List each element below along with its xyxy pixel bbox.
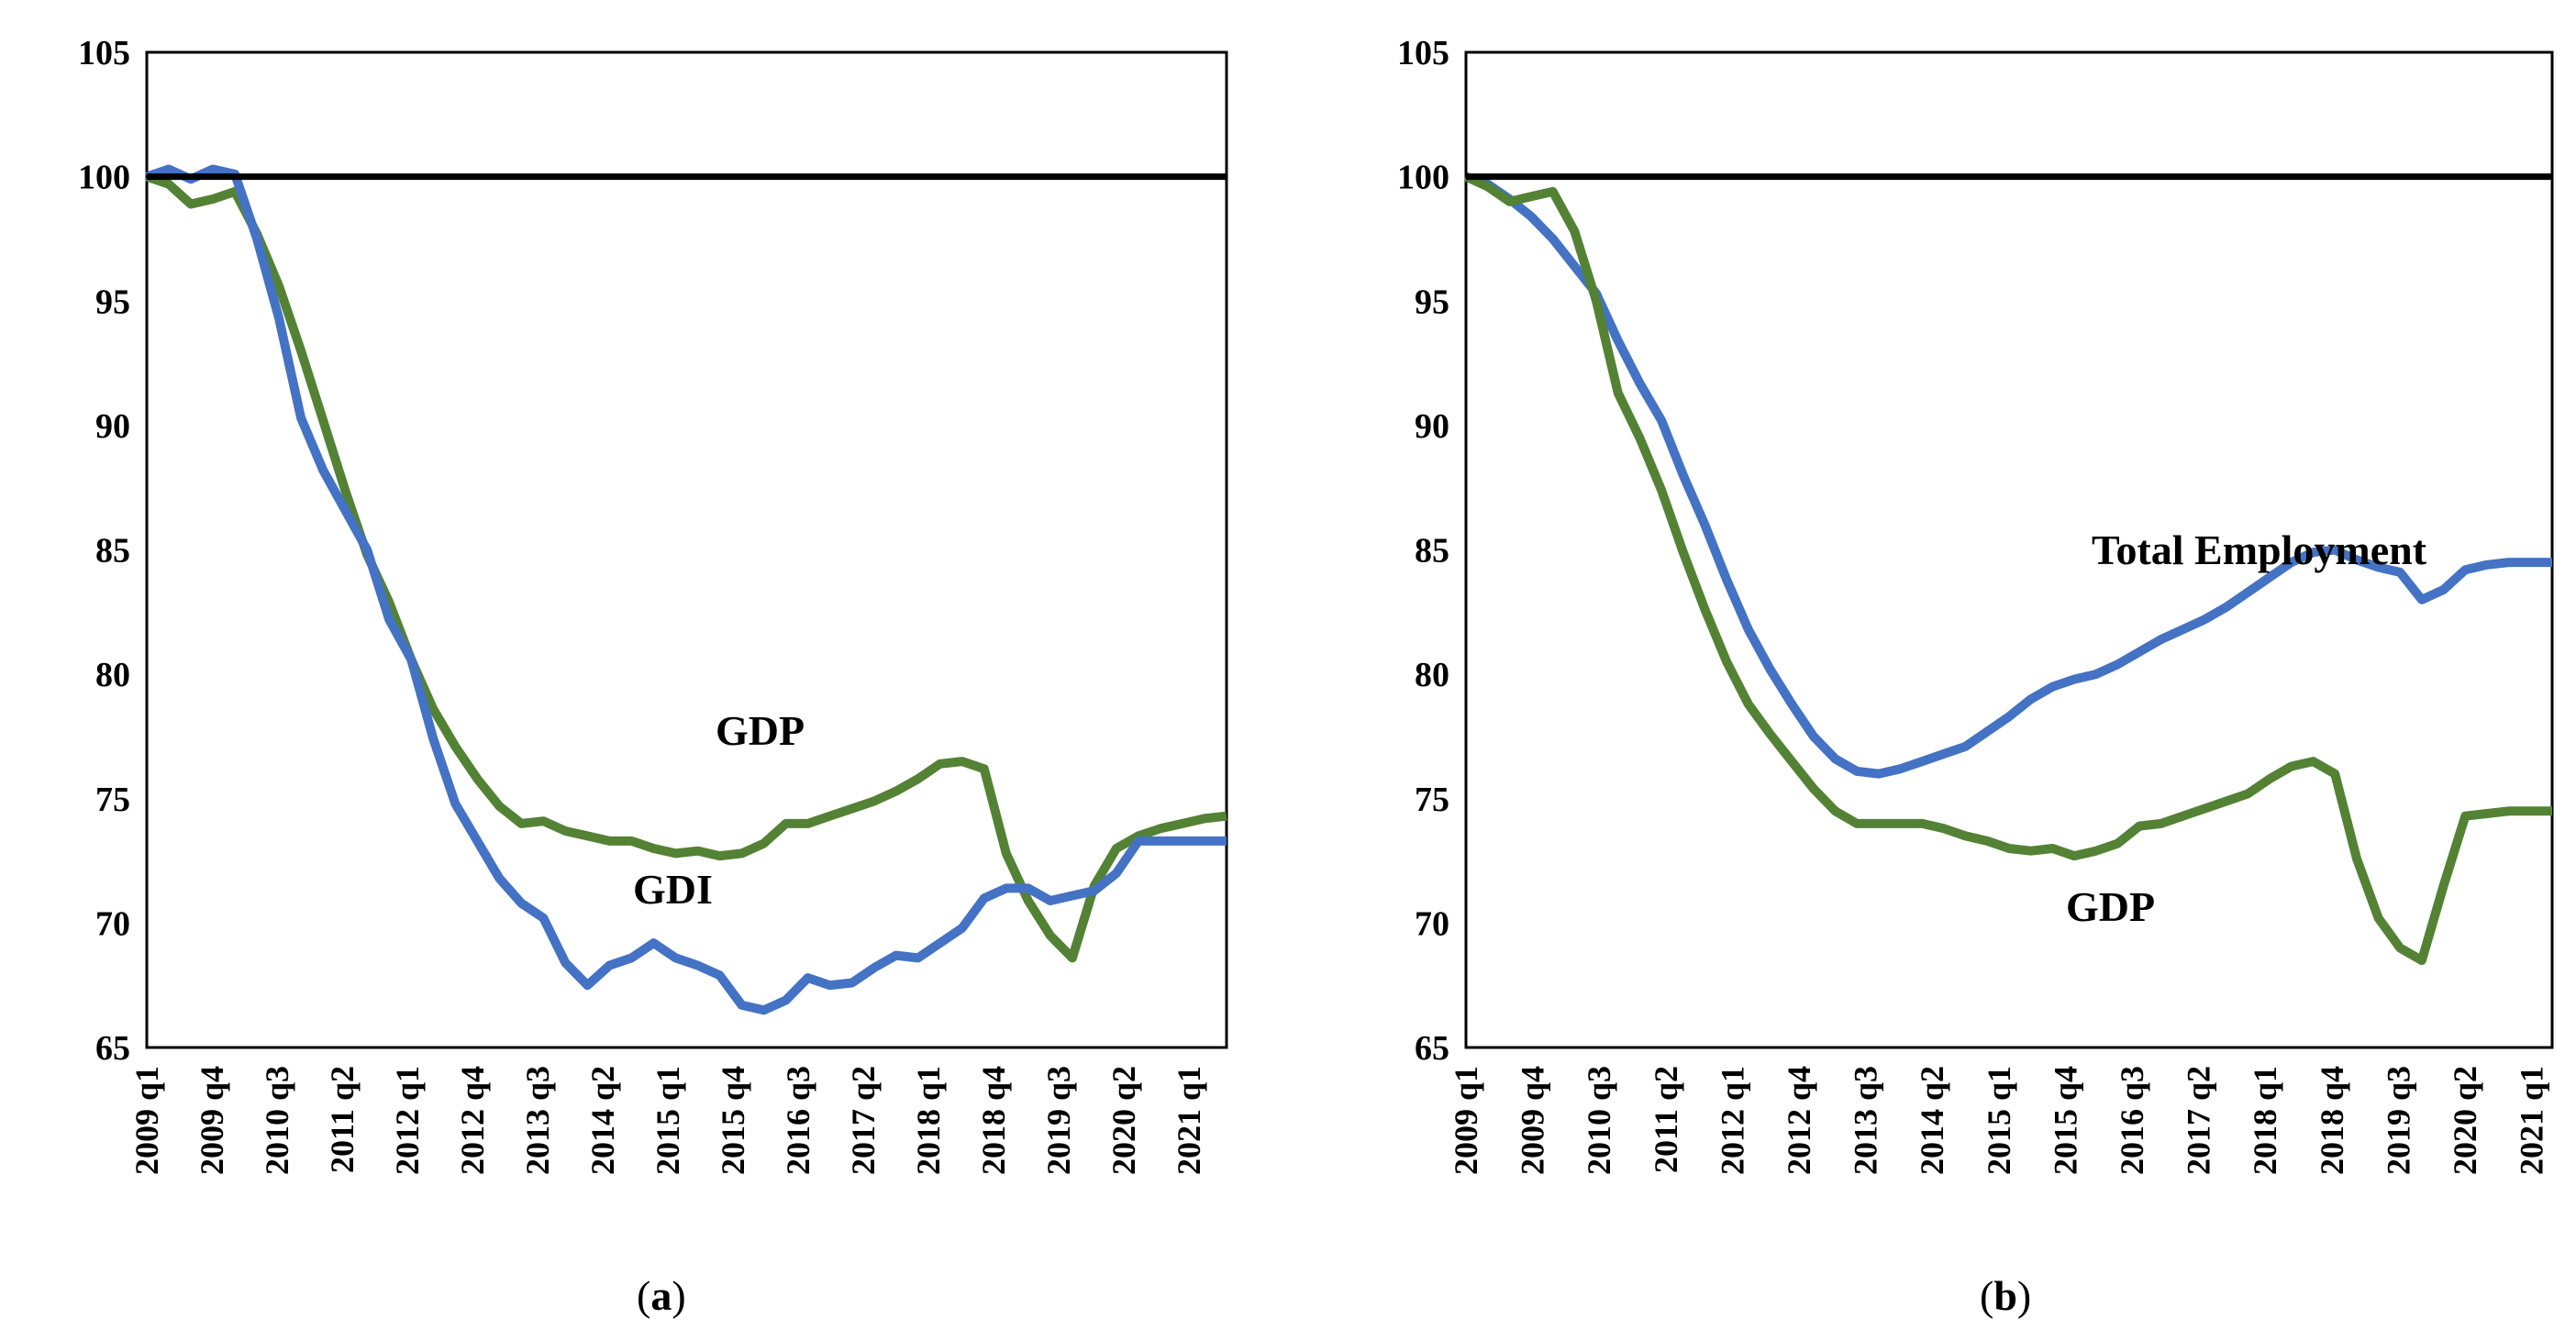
x-tick-label: 2010 q3 [259,1066,295,1175]
panel-caption: (b) [1980,1272,2031,1319]
series-label-total-employment: Total Employment [2092,526,2427,573]
y-tick-label: 65 [1415,1029,1449,1068]
y-tick-label: 80 [95,656,130,694]
x-tick-label: 2011 q2 [324,1066,361,1173]
y-tick-label: 95 [1415,283,1449,321]
x-tick-label: 2021 q1 [1171,1066,1207,1175]
y-tick-label: 95 [95,283,130,321]
x-tick-label: 2015 q1 [650,1066,686,1175]
x-tick-label: 2009 q1 [128,1066,165,1175]
series-label-gdp: GDP [2066,883,2155,930]
x-tick-label: 2017 q2 [845,1066,882,1175]
caption-open-paren: ( [637,1272,650,1319]
series-line-gdp [145,172,1227,963]
x-tick-label: 2011 q2 [1648,1066,1684,1173]
x-tick-label: 2014 q2 [1914,1066,1950,1175]
y-tick-label: 75 [95,781,130,819]
y-tick-label: 90 [95,407,130,446]
x-tick-label: 2012 q1 [1714,1066,1750,1175]
series-label-gdp: GDP [716,707,805,754]
y-tick-label: 90 [1415,407,1449,446]
y-tick-label: 100 [78,159,130,197]
y-tick-label: 65 [95,1029,130,1068]
chart-panel-b: 65 70 75 80 85 90 95 100 105 2009 q1 2009 q4 2010 q… [1397,34,2554,1319]
y-tick-label: 70 [1415,904,1449,943]
y-tick-label: 80 [1415,656,1449,694]
x-tick-label: 2013 q3 [1848,1066,1884,1175]
x-tick-label: 2020 q2 [1105,1066,1142,1175]
x-tick-label: 2014 q2 [584,1066,621,1175]
caption-close-paren: ) [2017,1272,2031,1319]
x-tick-label: 2018 q4 [2314,1066,2350,1175]
x-tick-label: 2009 q4 [1515,1066,1551,1175]
panel-caption: (a) [637,1272,686,1319]
x-tick-label: 2020 q2 [2447,1066,2483,1175]
caption-close-paren: ) [672,1272,685,1319]
x-tick-label: 2018 q1 [2247,1066,2283,1175]
x-tick-label: 2018 q1 [910,1066,947,1175]
x-tick-label: 2018 q4 [975,1066,1012,1175]
series-line-gdp [1463,172,2552,966]
y-tick-label: 100 [1397,159,1449,197]
series-line-gdi [145,164,1227,1015]
x-tick-label: 2009 q4 [194,1066,230,1175]
y-tick-label: 105 [1397,34,1449,72]
plot-frame [145,50,1228,1049]
x-tick-label: 2021 q1 [2514,1066,2550,1175]
plot-frame [1464,50,2554,1049]
y-tick-label: 75 [1415,781,1449,819]
x-tick-label: 2015 q4 [2047,1066,2083,1175]
series-label-gdi: GDI [633,866,713,913]
chart-panel-a: 65 70 75 80 85 90 95 100 105 2009 q1 2009 q4 2010 q… [78,34,1228,1319]
x-tick-label: 2012 q4 [1781,1066,1817,1175]
x-tick-label: 2015 q1 [1981,1066,2017,1175]
series-line-total-employment [1464,172,2552,779]
x-tick-label: 2009 q1 [1448,1066,1484,1175]
caption-open-paren: ( [1980,1272,1993,1319]
x-tick-label: 2015 q4 [715,1066,751,1175]
x-tick-label: 2010 q3 [1581,1066,1617,1175]
caption-letter: b [1993,1272,2017,1319]
x-tick-label: 2013 q3 [519,1066,556,1175]
y-tick-label: 85 [95,532,130,571]
x-tick-label: 2016 q3 [2114,1066,2150,1175]
x-tick-label: 2017 q2 [2181,1066,2217,1175]
caption-letter: a [650,1272,672,1319]
x-tick-label: 2012 q1 [389,1066,426,1175]
x-tick-label: 2019 q3 [2380,1066,2416,1175]
x-tick-label: 2012 q4 [454,1066,491,1175]
y-tick-label: 70 [95,904,130,943]
y-tick-label: 105 [78,34,130,72]
x-tick-label: 2019 q3 [1040,1066,1077,1175]
y-tick-label: 85 [1415,532,1449,571]
x-tick-label: 2016 q3 [780,1066,816,1175]
